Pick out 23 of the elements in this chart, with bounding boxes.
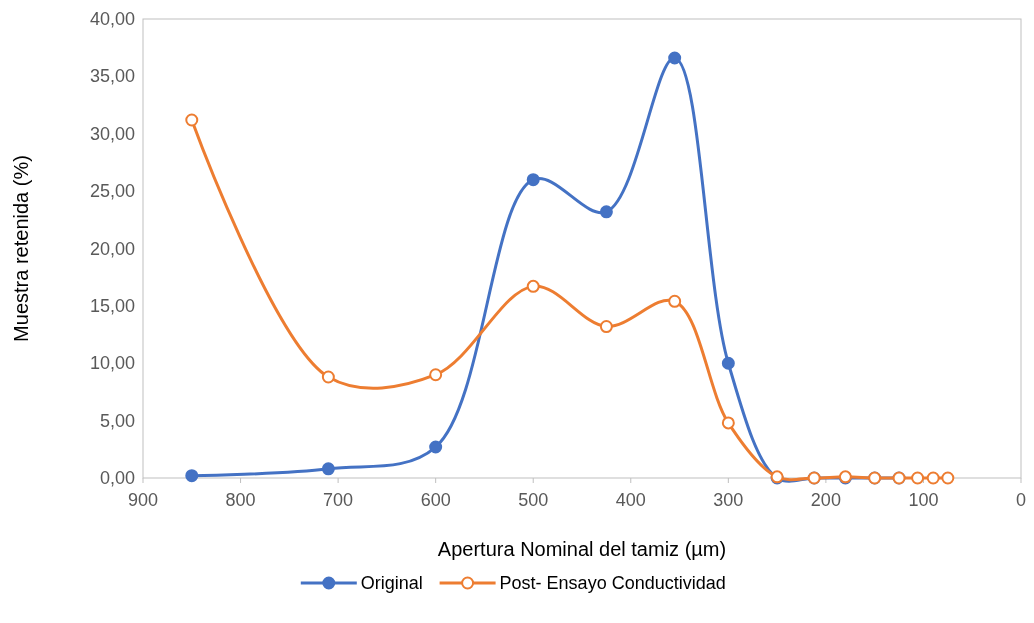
y-axis-title: Muestra retenida (%): [10, 155, 32, 342]
y-tick-label: 15,00: [89, 295, 135, 316]
y-tick-label: 35,00: [89, 66, 135, 87]
legend-label: Original: [360, 573, 423, 593]
x-tick-label: 600: [420, 490, 451, 510]
y-tick-label: 30,00: [89, 123, 135, 144]
y-tick-label: 10,00: [89, 353, 135, 374]
x-tick-label: 800: [225, 490, 256, 510]
x-tick-label: 0: [1015, 490, 1027, 510]
x-tick-label: 700: [323, 490, 354, 510]
legend-label: Post- Ensayo Conductividad: [499, 573, 726, 593]
y-tick-label: 0,00: [99, 468, 135, 488]
x-tick-label: 200: [810, 490, 841, 510]
x-tick-label: 500: [518, 490, 549, 510]
x-tick-label: 900: [127, 490, 159, 510]
y-tick-label: 5,00: [99, 410, 135, 431]
y-tick-label: 20,00: [89, 238, 135, 259]
y-tick-label: 25,00: [89, 181, 135, 202]
x-tick-label: 100: [908, 490, 939, 510]
x-axis-title: Apertura Nominal del tamiz (µm): [437, 538, 727, 560]
x-tick-label: 300: [713, 490, 744, 510]
y-tick-label: 40,00: [89, 9, 135, 29]
x-tick-label: 400: [615, 490, 646, 510]
